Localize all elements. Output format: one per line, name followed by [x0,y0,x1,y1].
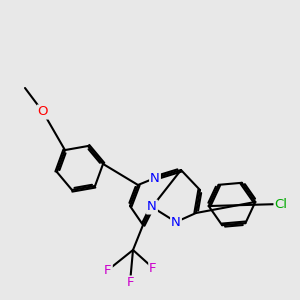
Text: Cl: Cl [274,197,287,211]
Text: N: N [171,215,181,229]
Text: O: O [38,106,48,118]
Text: F: F [104,263,112,277]
Text: N: N [150,172,160,184]
Text: N: N [147,200,157,214]
Text: F: F [149,262,157,275]
Text: F: F [126,277,134,290]
